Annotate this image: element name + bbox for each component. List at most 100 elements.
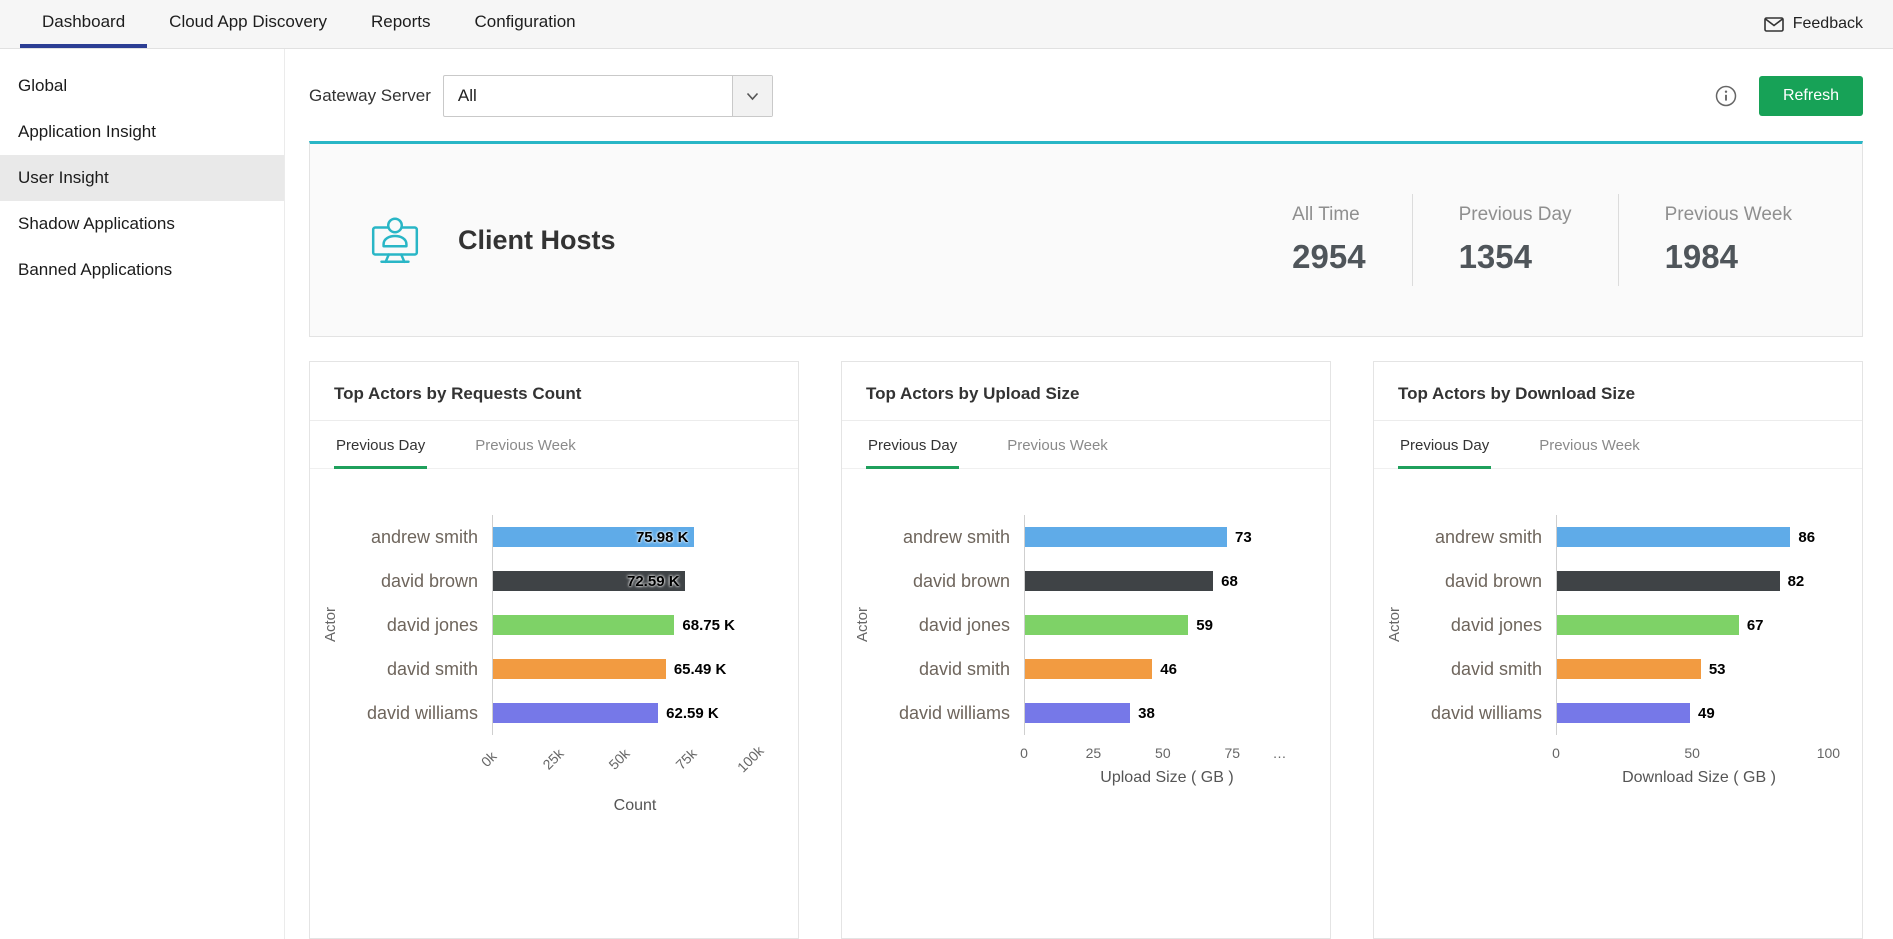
envelope-icon [1763,16,1784,32]
topnav-tab-reports[interactable]: Reports [370,12,431,31]
chart-plot-area: andrew smith 86 david brown 82 david jones 67… [1406,515,1842,787]
chart-tab-previous-day[interactable]: Previous Day [334,421,428,469]
x-axis-tick: 0k [477,748,500,770]
chart-body: Actor andrew smith 86 david brown 82 david jo… [1374,469,1862,787]
topnav-tab-cloud-app-discovery[interactable]: Cloud App Discovery [169,12,327,31]
bar-david-brown[interactable]: 82 [1557,571,1804,591]
bar-david-brown[interactable]: 72.59 K [493,571,685,591]
stat-value: 2954 [1292,238,1366,275]
sidebar-item-shadow-applications[interactable]: Shadow Applications [18,214,175,233]
x-axis-tick: 0 [1020,745,1028,761]
info-icon[interactable] [1715,85,1737,107]
chart-row-david-williams: david williams 38 [874,691,1310,735]
bar-track: 75.98 K [492,515,778,559]
stat-label: All Time [1292,204,1360,225]
refresh-button[interactable]: Refresh [1758,76,1863,116]
bar-david-jones[interactable]: 67 [1557,615,1764,635]
y-axis-label: Actor [318,515,342,735]
bar-david-williams[interactable]: 38 [1025,703,1155,723]
x-axis-tick: 75k [672,745,700,773]
bar-track: 46 [1024,647,1310,691]
chart-tab-previous-day[interactable]: Previous Day [866,421,960,469]
chart-row-david-jones: david jones 59 [874,603,1310,647]
bar-track: 67 [1556,603,1842,647]
bar-david-brown[interactable]: 68 [1025,571,1238,591]
bar-value-label: 38 [1138,704,1155,722]
bar-track: 62.59 K [492,691,778,735]
topnav-tab-dashboard[interactable]: Dashboard [20,0,148,48]
chart-row-david-jones: david jones 68.75 K [342,603,778,647]
chart-tab-previous-week[interactable]: Previous Week [475,437,576,454]
bar-track: 72.59 K [492,559,778,603]
actor-label: david smith [386,658,478,679]
chart-row-david-smith: david smith 65.49 K [342,647,778,691]
bar-david-smith[interactable]: 46 [1025,659,1177,679]
bar-david-jones[interactable]: 59 [1025,615,1213,635]
actor-label: david jones [386,614,478,635]
stat-value: 1984 [1664,238,1738,275]
sidebar-item-user-insight[interactable]: User Insight [0,155,284,201]
x-axis-tick: 50 [1155,745,1171,761]
chart-row-andrew-smith: andrew smith 73 [874,515,1310,559]
x-axis-tick: 75 [1224,745,1241,761]
x-axis-tick: … [1272,745,1287,761]
chart-row-david-williams: david williams 62.59 K [342,691,778,735]
sidebar-item-banned-applications[interactable]: Banned Applications [18,260,173,279]
chart-tab-previous-day[interactable]: Previous Day [1398,421,1492,469]
chart-row-david-jones: david jones 67 [1406,603,1842,647]
x-axis-label: Count [613,797,657,814]
actor-label: andrew smith [370,526,478,547]
bar-track: 59 [1024,603,1310,647]
actor-label: andrew smith [1434,526,1542,547]
toolbar: Gateway Server All Refresh [309,75,1863,117]
bar-track: 68.75 K [492,603,778,647]
y-axis-label-text: Actor [321,607,339,643]
chevron-down-icon[interactable] [731,76,772,116]
sidebar-item-global[interactable]: Global [18,76,68,95]
bar-value-label: 67 [1746,616,1764,634]
feedback-label: Feedback [1792,15,1863,32]
chart-body: Actor andrew smith 75.98 K david brown 72.59… [310,469,798,815]
bar-andrew-smith[interactable]: 75.98 K [493,527,694,547]
stat-label: Previous Week [1664,204,1792,225]
x-axis-ticks: 0 25 50 75 … [1020,735,1310,767]
bar-track: 49 [1556,691,1842,735]
bar-david-jones[interactable]: 68.75 K [493,615,735,635]
client-hosts-header: Client Hosts [368,212,616,268]
x-axis-tick: 25 [1085,745,1102,761]
bar-value-label: 68.75 K [682,616,735,634]
bar-track: 82 [1556,559,1842,603]
bar-andrew-smith[interactable]: 73 [1025,527,1252,547]
feedback-button[interactable]: Feedback [1763,0,1893,48]
bar-david-williams[interactable]: 49 [1557,703,1715,723]
bar-david-williams[interactable]: 62.59 K [493,703,719,723]
chart-tabs: Previous Day Previous Week [310,421,798,469]
chart-row-david-smith: david smith 53 [1406,647,1842,691]
sidebar-item-application-insight[interactable]: Application Insight [18,122,156,141]
chart-plot-area: andrew smith 73 david brown 68 david jones 59… [874,515,1310,787]
bar-david-smith[interactable]: 53 [1557,659,1726,679]
topnav-tab-configuration[interactable]: Configuration [474,12,576,31]
bar-value-label: 65.49 K [673,660,727,678]
chart-tab-previous-week[interactable]: Previous Week [1539,437,1640,454]
bar-track: 73 [1024,515,1310,559]
stat-divider [1411,194,1413,286]
bar-value-label: 86 [1798,528,1816,546]
bar-david-smith[interactable]: 65.49 K [493,659,726,679]
chart-title: Top Actors by Upload Size [842,362,1330,421]
x-axis-tick: 100k [733,742,767,776]
chart-row-andrew-smith: andrew smith 75.98 K [342,515,778,559]
actor-label: david williams [898,702,1010,723]
gateway-server-select[interactable]: All [442,75,773,117]
actor-label: david jones [1450,614,1542,635]
chart-tabs: Previous Day Previous Week [842,421,1330,469]
stat-divider [1617,194,1619,286]
bar-andrew-smith[interactable]: 86 [1557,527,1815,547]
bar-value-label: 82 [1787,572,1805,590]
chart-tab-previous-week[interactable]: Previous Week [1007,437,1108,454]
bar-value-label: 73 [1234,528,1252,546]
chart-title: Top Actors by Download Size [1374,362,1862,421]
bar-value-label: 62.59 K [666,704,719,722]
chart-body: Actor andrew smith 73 david brown 68 david jo… [842,469,1330,787]
chart-row-david-brown: david brown 72.59 K [342,559,778,603]
